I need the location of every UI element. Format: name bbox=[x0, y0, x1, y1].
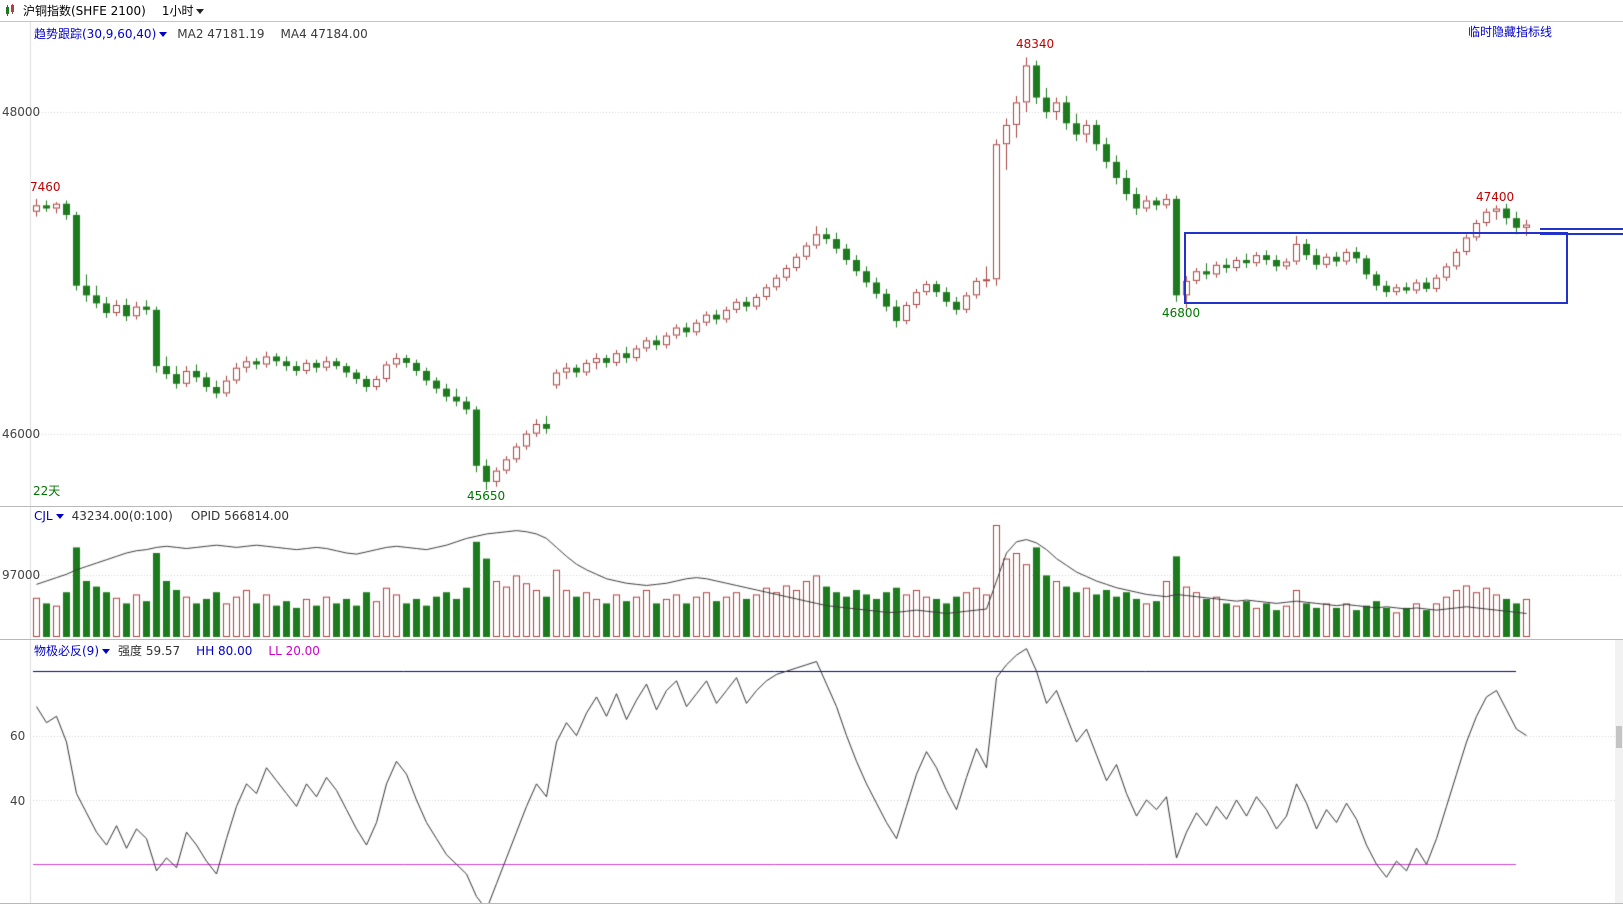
volume-panel-header: CJL 43234.00(0:100) OPID 566814.00 bbox=[34, 509, 289, 523]
latest-price-line bbox=[1540, 228, 1623, 230]
period-caret-icon[interactable] bbox=[196, 8, 205, 14]
main-chart-canvas[interactable] bbox=[0, 22, 1623, 506]
drawn-rectangle[interactable] bbox=[1184, 232, 1568, 304]
separator-volume-oscillator bbox=[0, 639, 1623, 640]
hh-value: HH 80.00 bbox=[196, 643, 253, 658]
price-annotation-spike-high: 48340 bbox=[1016, 37, 1055, 51]
volume-axis-label: 97000 bbox=[2, 568, 41, 582]
ma4-value: MA4 47184.00 bbox=[280, 26, 368, 41]
main-chart-header: 趋势跟踪(30,9,60,40) MA2 47181.19 MA4 47184.… bbox=[34, 25, 368, 42]
strength-value: 强度 59.57 bbox=[118, 644, 181, 658]
volume-chart-canvas[interactable] bbox=[0, 506, 1623, 639]
volume-indicator-caret-icon[interactable] bbox=[55, 514, 64, 519]
y-axis-label-48000: 48000 bbox=[2, 105, 41, 119]
price-annotation-recent-high: 47400 bbox=[1476, 190, 1515, 204]
oscillator-chart-canvas[interactable] bbox=[0, 639, 1623, 903]
title-bar: 沪铜指数(SHFE 2100) 1小时 bbox=[0, 0, 1623, 22]
main-indicator-label[interactable]: 趋势跟踪(30,9,60,40) bbox=[34, 27, 157, 41]
price-annotation-left: 7460 bbox=[30, 180, 61, 194]
oscillator-indicator-caret-icon[interactable] bbox=[102, 648, 110, 654]
oscillator-indicator-label[interactable]: 物极必反(9) bbox=[34, 644, 99, 658]
osc-axis-label-40: 40 bbox=[10, 794, 26, 808]
scrollbar-thumb[interactable] bbox=[1616, 726, 1622, 748]
opid-value: OPID 566814.00 bbox=[190, 509, 289, 523]
main-indicator-caret-icon[interactable] bbox=[159, 31, 168, 37]
price-annotation-box-low: 46800 bbox=[1162, 306, 1201, 320]
period-count-label: 22天 bbox=[33, 484, 61, 498]
osc-axis-label-60: 60 bbox=[10, 729, 26, 743]
y-axis-label-46000: 46000 bbox=[2, 427, 41, 441]
period-selector[interactable]: 1小时 bbox=[161, 4, 194, 18]
price-annotation-low: 45650 bbox=[467, 489, 506, 503]
app-icon bbox=[6, 4, 14, 16]
ll-value: LL 20.00 bbox=[268, 643, 320, 658]
ma2-value: MA2 47181.19 bbox=[177, 26, 265, 41]
symbol-title[interactable]: 沪铜指数(SHFE 2100) bbox=[23, 4, 146, 18]
scrollbar-track[interactable] bbox=[1615, 640, 1623, 903]
volume-value: 43234.00(0:100) bbox=[71, 509, 173, 523]
latest-price-line-2 bbox=[1540, 233, 1623, 235]
hide-indicator-link[interactable]: 临时隐藏指标线 bbox=[1468, 25, 1553, 39]
separator-main-volume bbox=[0, 506, 1623, 507]
volume-indicator-label[interactable]: CJL bbox=[34, 509, 53, 523]
oscillator-panel-header: 物极必反(9) 强度 59.57 HH 80.00 LL 20.00 bbox=[34, 642, 320, 659]
separator-bottom bbox=[0, 903, 1623, 904]
